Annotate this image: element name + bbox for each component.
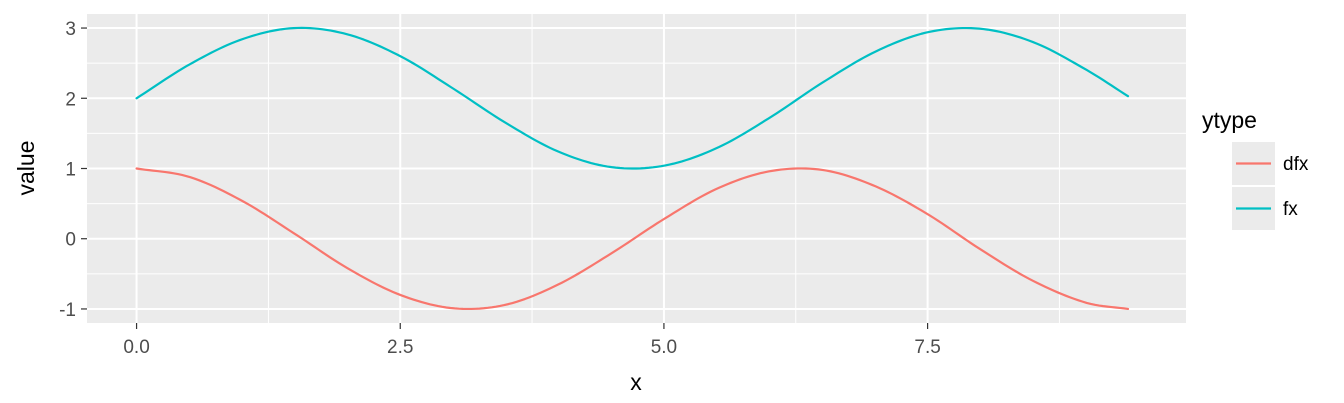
x-tick-label: 5.0 [651, 337, 677, 358]
x-tick-label: 7.5 [914, 337, 940, 358]
x-tick-label: 0.0 [123, 337, 149, 358]
legend-title: ytype [1202, 107, 1257, 133]
y-axis-title: value [13, 141, 39, 196]
y-tick-label: 0 [65, 230, 76, 251]
y-tick-label: -1 [59, 300, 76, 321]
x-axis: 0.0 2.5 5.0 7.5 [123, 323, 941, 358]
y-tick-label: 3 [65, 19, 76, 40]
x-axis-title: x [630, 369, 642, 395]
y-tick-label: 2 [65, 89, 76, 110]
series-line-fx [135, 26, 1130, 170]
y-axis: -1 0 1 2 3 [59, 19, 87, 321]
x-tick-label: 2.5 [387, 337, 413, 358]
series-line-dfx [135, 167, 1130, 311]
legend: ytype dfx fx [1202, 107, 1309, 230]
y-tick-label: 1 [65, 160, 76, 181]
legend-label-fx: fx [1283, 199, 1298, 220]
legend-label-dfx: dfx [1283, 154, 1309, 175]
series-layer [135, 26, 1130, 311]
